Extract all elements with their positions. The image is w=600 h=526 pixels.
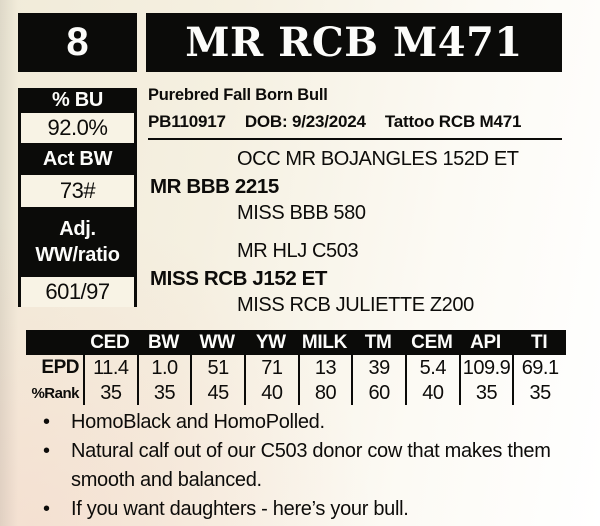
epd-value-api: 109.9 — [458, 355, 513, 381]
breed-description: Purebred Fall Born Bull — [148, 86, 328, 104]
epd-col-bw: BW — [147, 331, 180, 353]
bullet-icon: • — [42, 411, 50, 433]
epd-value-yw: 71 — [244, 355, 298, 381]
pedigree-dam-dam: MISS RCB JULIETTE Z200 — [237, 294, 474, 316]
stat-label-act-bw: Act BW — [42, 147, 113, 170]
rank-value-ced: 35 — [83, 381, 137, 405]
stat-value-percent-bu: 92.0% — [21, 113, 134, 143]
note-text-donor-cow: Natural calf out of our C503 donor cow t… — [71, 440, 551, 491]
rank-row-label: %Rank — [31, 384, 79, 402]
rank-value-yw: 40 — [244, 381, 298, 405]
epd-col-tm: TM — [364, 331, 392, 353]
epd-col-api: API — [470, 331, 501, 353]
epd-col-ww: WW — [199, 331, 236, 353]
rank-value-ti: 35 — [512, 381, 566, 405]
rank-value-cem: 40 — [405, 381, 459, 405]
tattoo: Tattoo RCB M471 — [384, 112, 522, 131]
rank-value-bw: 35 — [136, 381, 191, 405]
epd-col-ced: CED — [90, 331, 130, 353]
lot-number: 8 — [66, 20, 89, 64]
note-item: • HomoBlack and HomoPolled. — [22, 408, 582, 437]
stat-label-percent-bu: % BU — [51, 89, 104, 111]
epd-value-ced: 11.4 — [83, 355, 137, 381]
stat-label-adj-ww-ratio: Adj. WW/ratio — [35, 218, 120, 266]
epd-value-bw: 1.0 — [136, 355, 191, 381]
epd-col-cem: CEM — [411, 331, 453, 353]
note-item: • Natural calf out of our C503 donor cow… — [22, 437, 582, 495]
date-of-birth: DOB: 9/23/2024 — [244, 112, 366, 131]
epd-table-header: CED BW WW YW MILK TM CEM API TI — [26, 330, 566, 355]
pedigree-dam: MISS RCB J152 ET — [150, 266, 328, 290]
epd-col-ti: TI — [531, 331, 548, 353]
epd-value-ww: 51 — [190, 355, 244, 381]
epd-col-milk: MILK — [301, 331, 348, 353]
bull-title-box: MR RCB M471 — [146, 13, 562, 72]
registration-number: PB110917 — [148, 112, 226, 131]
pedigree: OCC MR BOJANGLES 152D ET MR BBB 2215 MIS… — [148, 146, 562, 319]
epd-rank-row: %Rank 35 35 45 40 80 60 40 35 35 — [26, 381, 566, 405]
pedigree-dam-sire: MR HLJ C503 — [237, 240, 359, 262]
lot-number-box: 8 — [18, 13, 137, 72]
stat-value-act-bw: 73# — [21, 175, 134, 207]
stat-value-adj-ww-ratio: 601/97 — [21, 277, 134, 307]
epd-value-cem: 5.4 — [405, 355, 459, 381]
note-text-daughters: If you want daughters - here’s your bull… — [71, 498, 409, 520]
pedigree-sire-sire: OCC MR BOJANGLES 152D ET — [237, 148, 519, 170]
pedigree-sire: MR BBB 2215 — [150, 174, 279, 198]
epd-value-milk: 13 — [297, 355, 352, 381]
rank-value-ww: 45 — [190, 381, 244, 405]
epd-row-label: EPD — [41, 357, 79, 378]
epd-value-tm: 39 — [351, 355, 405, 381]
epd-table: CED BW WW YW MILK TM CEM API TI EPD 11.4… — [26, 330, 566, 405]
epd-value-ti: 69.1 — [512, 355, 566, 381]
sale-notes: • HomoBlack and HomoPolled. • Natural ca… — [22, 408, 582, 524]
bullet-icon: • — [42, 498, 50, 520]
rank-value-milk: 80 — [297, 381, 352, 405]
bull-name: MR RCB M471 — [185, 19, 523, 66]
stats-sidebar: % BU 92.0% Act BW 73# Adj. WW/ratio 601/… — [18, 88, 137, 307]
identification-row: PB110917 DOB: 9/23/2024 Tattoo RCB M471 — [148, 112, 562, 140]
epd-col-yw: YW — [255, 331, 286, 353]
pedigree-group-gap — [148, 227, 562, 238]
rank-value-api: 35 — [458, 381, 513, 405]
epd-header-spacer — [26, 330, 83, 355]
note-item: • If you want daughters - here’s your bu… — [22, 495, 582, 524]
bullet-icon: • — [42, 440, 50, 462]
pedigree-sire-dam: MISS BBB 580 — [237, 202, 366, 224]
note-text-genetics: HomoBlack and HomoPolled. — [71, 411, 325, 433]
rank-value-tm: 60 — [351, 381, 405, 405]
epd-values-row: EPD 11.4 1.0 51 71 13 39 5.4 109.9 69.1 — [26, 355, 566, 381]
bull-info-section: Purebred Fall Born Bull PB110917 DOB: 9/… — [148, 86, 562, 319]
